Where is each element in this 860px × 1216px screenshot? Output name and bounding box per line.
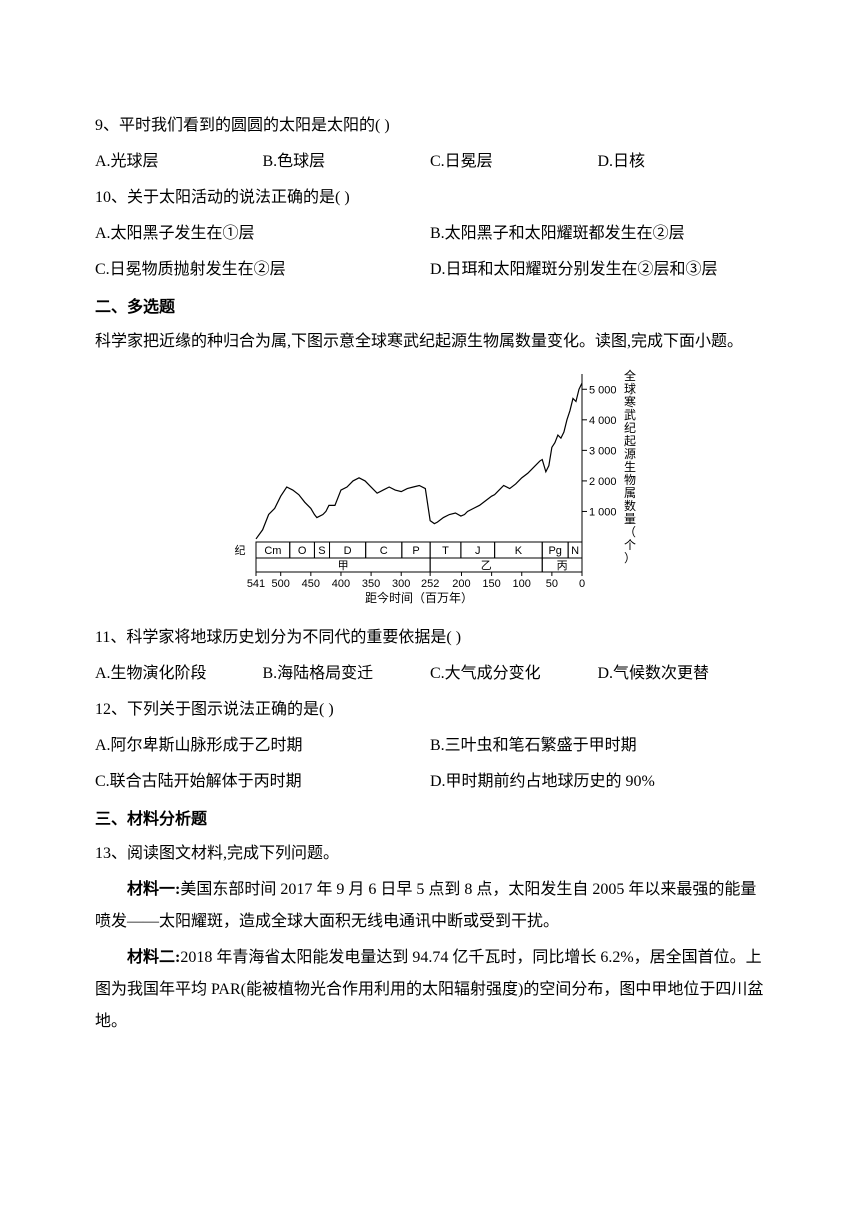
svg-text:（: （ xyxy=(624,525,636,539)
material-2-text: 2018 年青海省太阳能发电量达到 94.74 亿千瓦时，同比增长 6.2%，居… xyxy=(95,949,763,1030)
svg-text:纪: 纪 xyxy=(624,421,636,435)
question-10-options-row1: A.太阳黑子发生在①层 B.太阳黑子和太阳耀斑都发生在②层 xyxy=(95,218,765,250)
svg-text:纪: 纪 xyxy=(235,544,246,557)
svg-text:350: 350 xyxy=(362,578,380,590)
svg-text:200: 200 xyxy=(452,578,470,590)
svg-text:N: N xyxy=(571,545,579,557)
svg-text:生: 生 xyxy=(624,460,636,474)
question-12-options-row2: C.联合古陆开始解体于丙时期 D.甲时期前约占地球历史的 90% xyxy=(95,766,765,798)
option-9c: C.日冕层 xyxy=(430,146,598,178)
svg-text:100: 100 xyxy=(513,578,531,590)
svg-text:甲: 甲 xyxy=(338,560,349,572)
svg-text:T: T xyxy=(442,545,449,557)
svg-text:量: 量 xyxy=(624,512,636,526)
svg-text:J: J xyxy=(475,545,481,557)
option-12b: B.三叶虫和笔石繁盛于甲时期 xyxy=(430,730,765,762)
svg-text:距今时间（百万年）: 距今时间（百万年） xyxy=(365,590,473,605)
option-11a: A.生物演化阶段 xyxy=(95,658,263,690)
svg-text:源: 源 xyxy=(624,447,636,461)
svg-text:起: 起 xyxy=(624,434,636,448)
material-2: 材料二:2018 年青海省太阳能发电量达到 94.74 亿千瓦时，同比增长 6.… xyxy=(95,942,765,1038)
svg-text:252: 252 xyxy=(421,578,439,590)
svg-text:150: 150 xyxy=(482,578,500,590)
svg-text:物: 物 xyxy=(624,473,636,487)
svg-text:寒: 寒 xyxy=(624,394,636,409)
option-9d: D.日核 xyxy=(598,146,766,178)
question-12-options-row1: A.阿尔卑斯山脉形成于乙时期 B.三叶虫和笔石繁盛于甲时期 xyxy=(95,730,765,762)
svg-text:0: 0 xyxy=(579,578,585,590)
svg-text:541: 541 xyxy=(247,578,265,590)
svg-text:S: S xyxy=(318,545,325,557)
question-13-text: 13、阅读图文材料,完成下列问题。 xyxy=(95,838,765,870)
material-1-text: 美国东部时间 2017 年 9 月 6 日早 5 点到 8 点，太阳发生自 20… xyxy=(95,881,756,930)
question-12: 12、下列关于图示说法正确的是( ) xyxy=(95,694,765,726)
material-1-label: 材料一: xyxy=(127,881,180,898)
question-11: 11、科学家将地球历史划分为不同代的重要依据是( ) xyxy=(95,622,765,654)
option-9a: A.光球层 xyxy=(95,146,263,178)
svg-text:50: 50 xyxy=(546,578,558,590)
svg-text:乙: 乙 xyxy=(481,559,492,572)
option-10b: B.太阳黑子和太阳耀斑都发生在②层 xyxy=(430,218,765,250)
section-3-title: 三、材料分析题 xyxy=(95,804,765,836)
svg-text:300: 300 xyxy=(392,578,410,590)
option-12a: A.阿尔卑斯山脉形成于乙时期 xyxy=(95,730,430,762)
svg-text:3 000: 3 000 xyxy=(589,445,617,457)
svg-text:5 000: 5 000 xyxy=(589,384,617,396)
question-9-text: 9、平时我们看到的圆圆的太阳是太阳的( ) xyxy=(95,110,765,142)
option-11d: D.气候数次更替 xyxy=(598,658,766,690)
biodiversity-chart: 1 0002 0003 0004 0005 000全球寒武纪起源生物属数量（个）… xyxy=(220,368,640,608)
svg-text:Cm: Cm xyxy=(264,545,281,557)
option-11c: C.大气成分变化 xyxy=(430,658,598,690)
material-1: 材料一:美国东部时间 2017 年 9 月 6 日早 5 点到 8 点，太阳发生… xyxy=(95,874,765,938)
question-11-options: A.生物演化阶段 B.海陆格局变迁 C.大气成分变化 D.气候数次更替 xyxy=(95,658,765,690)
svg-text:500: 500 xyxy=(272,578,290,590)
svg-text:2 000: 2 000 xyxy=(589,476,617,488)
svg-text:D: D xyxy=(344,545,352,557)
svg-text:全: 全 xyxy=(624,368,636,383)
question-11-text: 11、科学家将地球历史划分为不同代的重要依据是( ) xyxy=(95,622,765,654)
section-2-title: 二、多选题 xyxy=(95,292,765,324)
svg-text:C: C xyxy=(380,545,388,557)
option-10c: C.日冕物质抛射发生在②层 xyxy=(95,254,430,286)
section-2-intro: 科学家把近缘的种归合为属,下图示意全球寒武纪起源生物属数量变化。读图,完成下面小… xyxy=(95,326,765,358)
svg-text:）: ） xyxy=(624,551,636,565)
option-11b: B.海陆格局变迁 xyxy=(263,658,431,690)
svg-text:1 000: 1 000 xyxy=(589,506,617,518)
svg-text:数: 数 xyxy=(624,498,636,513)
material-2-label: 材料二: xyxy=(127,949,180,966)
option-10d: D.日珥和太阳耀斑分别发生在②层和③层 xyxy=(430,254,765,286)
option-12c: C.联合古陆开始解体于丙时期 xyxy=(95,766,430,798)
question-13: 13、阅读图文材料,完成下列问题。 xyxy=(95,838,765,870)
question-12-text: 12、下列关于图示说法正确的是( ) xyxy=(95,694,765,726)
question-10-options-row2: C.日冕物质抛射发生在②层 D.日珥和太阳耀斑分别发生在②层和③层 xyxy=(95,254,765,286)
svg-text:属: 属 xyxy=(624,486,636,500)
svg-text:450: 450 xyxy=(302,578,320,590)
question-10: 10、关于太阳活动的说法正确的是( ) xyxy=(95,182,765,214)
option-12d: D.甲时期前约占地球历史的 90% xyxy=(430,766,765,798)
svg-text:400: 400 xyxy=(332,578,350,590)
svg-text:K: K xyxy=(515,545,523,557)
svg-text:P: P xyxy=(412,545,419,557)
question-10-text: 10、关于太阳活动的说法正确的是( ) xyxy=(95,182,765,214)
question-9-options: A.光球层 B.色球层 C.日冕层 D.日核 xyxy=(95,146,765,178)
question-9: 9、平时我们看到的圆圆的太阳是太阳的( ) xyxy=(95,110,765,142)
svg-text:O: O xyxy=(298,545,307,557)
option-10a: A.太阳黑子发生在①层 xyxy=(95,218,430,250)
svg-text:4 000: 4 000 xyxy=(589,415,617,427)
svg-text:武: 武 xyxy=(624,408,636,422)
svg-text:丙: 丙 xyxy=(557,560,568,572)
chart-container: 1 0002 0003 0004 0005 000全球寒武纪起源生物属数量（个）… xyxy=(95,368,765,608)
svg-text:Pg: Pg xyxy=(548,545,561,557)
svg-text:个: 个 xyxy=(624,538,636,552)
option-9b: B.色球层 xyxy=(263,146,431,178)
svg-text:球: 球 xyxy=(624,382,636,396)
